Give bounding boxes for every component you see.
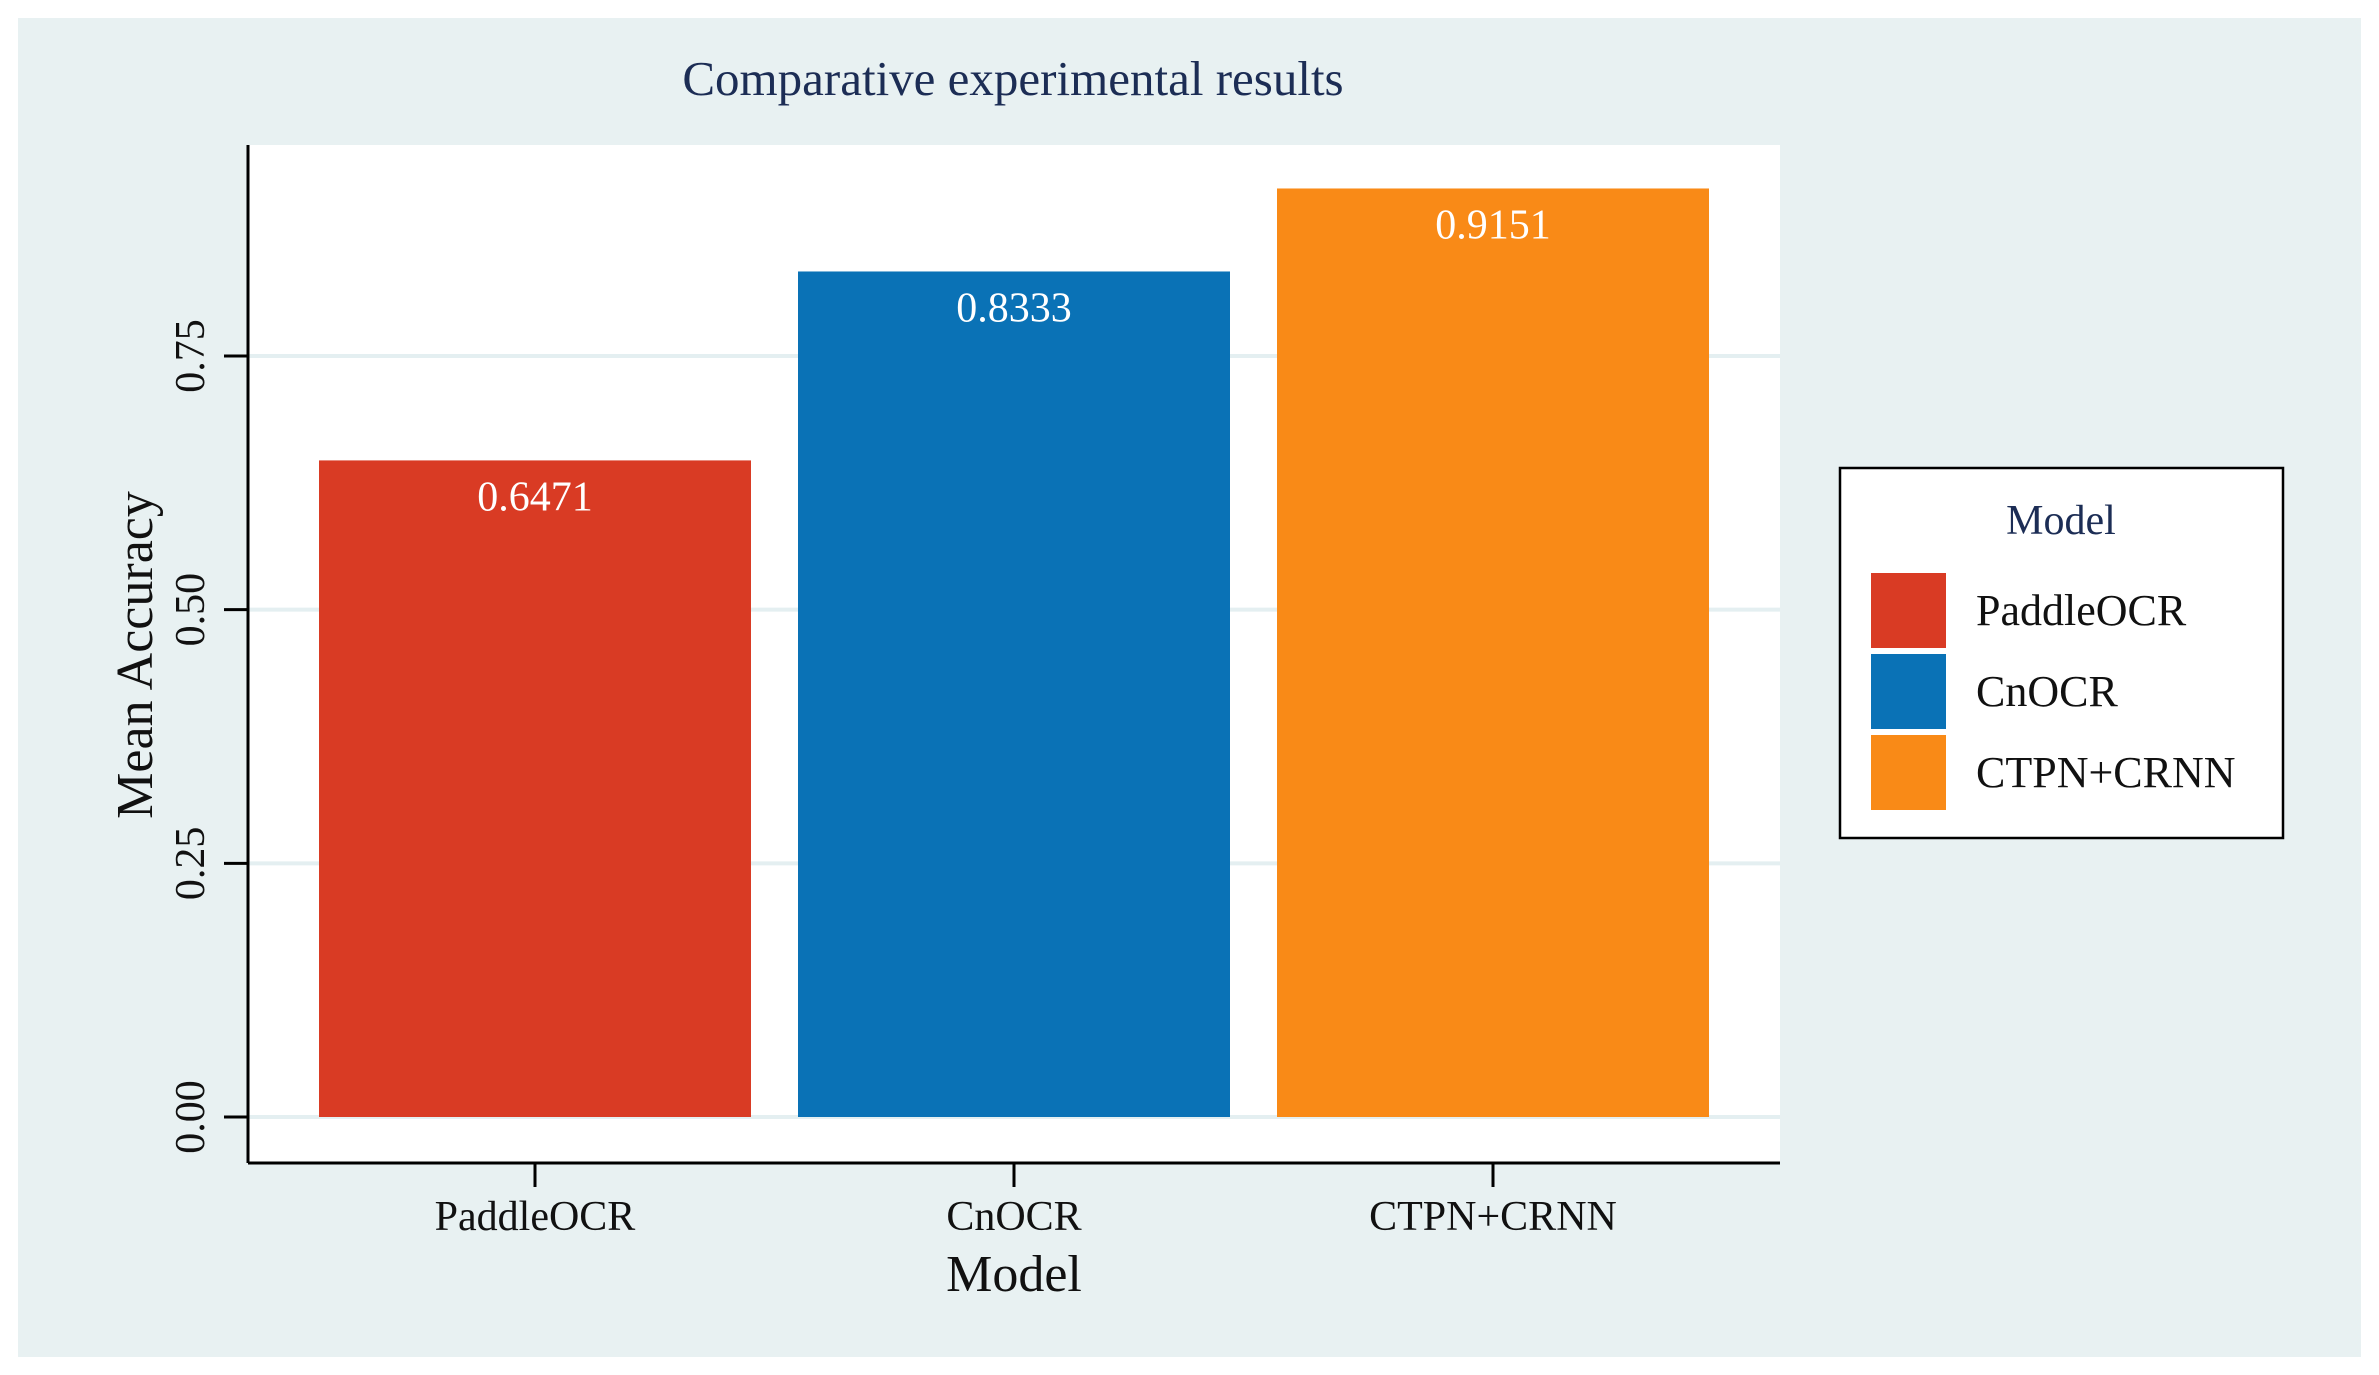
legend-swatch: [1871, 573, 1946, 648]
x-axis-title: Model: [946, 1246, 1082, 1303]
legend-swatch: [1871, 654, 1946, 729]
bar: [1277, 188, 1709, 1118]
x-tick-label: PaddleOCR: [435, 1194, 636, 1240]
y-axis-title: Mean Accuracy: [107, 491, 164, 819]
bar: [798, 271, 1230, 1117]
bar-value-label: 0.6471: [477, 474, 593, 520]
legend-label: PaddleOCR: [1976, 586, 2187, 635]
y-tick-label: 0.50: [168, 573, 214, 647]
y-tick-label: 0.00: [168, 1080, 214, 1154]
bar: [319, 460, 751, 1118]
bar-value-labels: 0.6471 0.8333 0.9151: [477, 202, 1551, 520]
legend-items: PaddleOCR CnOCR CTPN+CRNN: [1871, 573, 2236, 810]
legend-title: Model: [2006, 498, 2116, 544]
bar-value-label: 0.9151: [1435, 202, 1551, 248]
legend: Model PaddleOCR CnOCR CTPN+CRNN: [1838, 466, 2285, 840]
legend-label: CTPN+CRNN: [1976, 748, 2236, 797]
bars: [319, 188, 1709, 1118]
x-tick-label: CnOCR: [946, 1194, 1081, 1240]
y-tick-label: 0.25: [168, 827, 214, 901]
chart-title: Comparative experimental results: [682, 51, 1343, 106]
x-axis-ticks: PaddleOCR CnOCR CTPN+CRNN: [435, 1163, 1617, 1240]
y-axis-ticks: 0.00 0.25 0.50 0.75: [168, 319, 248, 1154]
y-tick-label: 0.75: [168, 319, 214, 393]
legend-label: CnOCR: [1976, 667, 2118, 716]
legend-swatch: [1871, 735, 1946, 810]
bar-value-label: 0.8333: [956, 285, 1072, 331]
x-tick-label: CTPN+CRNN: [1369, 1194, 1617, 1240]
